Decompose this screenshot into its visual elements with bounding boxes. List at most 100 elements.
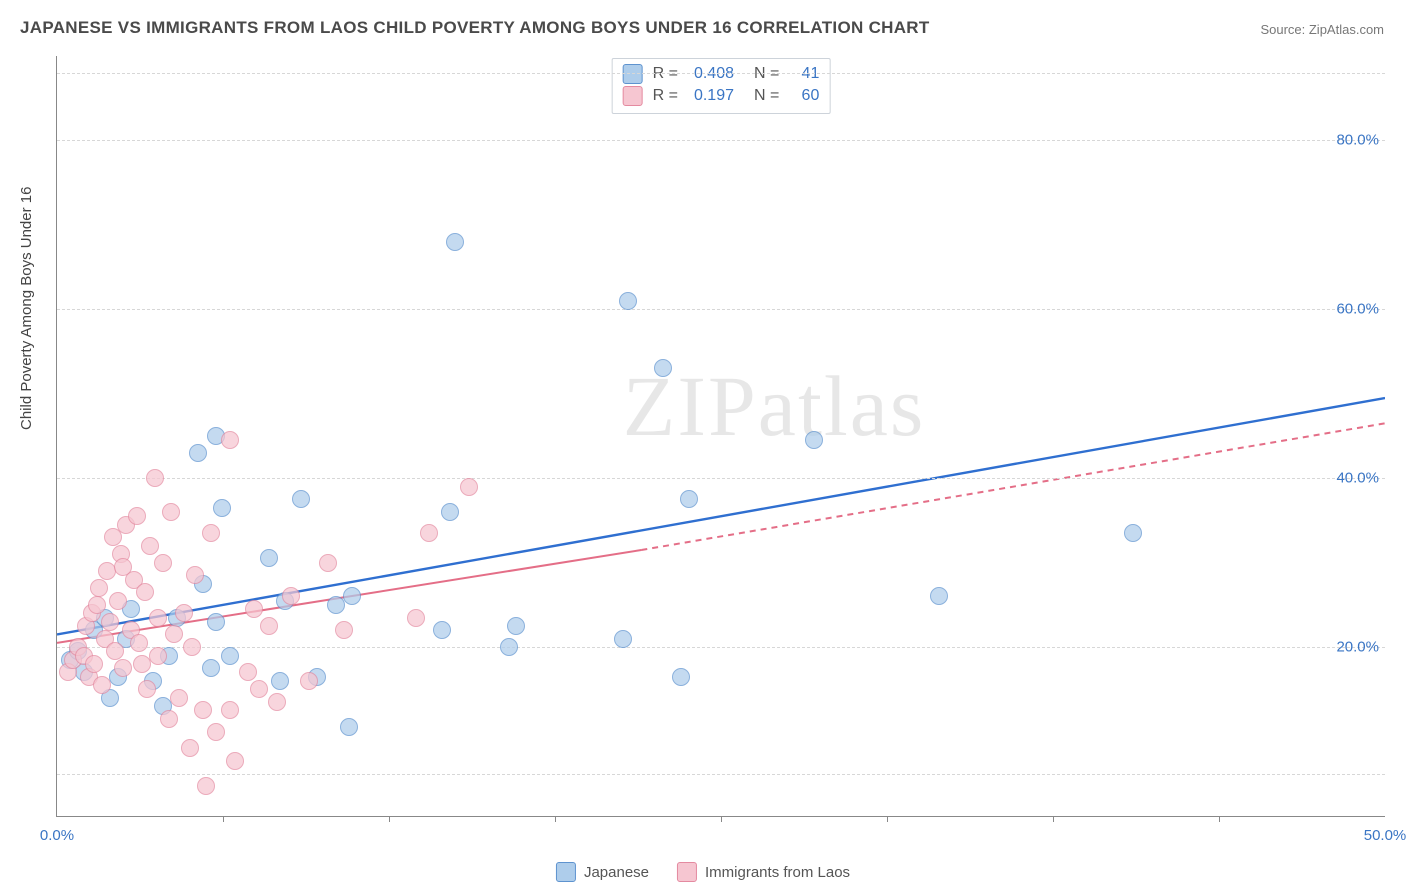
scatter-point xyxy=(226,752,244,770)
x-tick-mark xyxy=(721,816,722,822)
correlation-legend: R =0.408N =41R =0.197N =60 xyxy=(612,58,831,114)
scatter-point xyxy=(138,680,156,698)
scatter-point xyxy=(114,558,132,576)
scatter-point xyxy=(189,444,207,462)
x-tick-mark xyxy=(1219,816,1220,822)
scatter-point xyxy=(260,617,278,635)
scatter-point xyxy=(202,659,220,677)
y-tick-label: 60.0% xyxy=(1336,301,1379,318)
x-tick-mark xyxy=(555,816,556,822)
scatter-point xyxy=(335,621,353,639)
source-attribution: Source: ZipAtlas.com xyxy=(1260,22,1384,37)
scatter-point xyxy=(181,739,199,757)
scatter-point xyxy=(282,587,300,605)
scatter-point xyxy=(175,604,193,622)
legend-item: Immigrants from Laos xyxy=(677,862,850,882)
gridline xyxy=(57,774,1385,775)
scatter-point xyxy=(446,233,464,251)
scatter-point xyxy=(672,668,690,686)
scatter-point xyxy=(221,701,239,719)
scatter-point xyxy=(460,478,478,496)
scatter-point xyxy=(500,638,518,656)
legend-n-value: 41 xyxy=(785,63,819,85)
legend-swatch xyxy=(677,862,697,882)
scatter-point xyxy=(507,617,525,635)
scatter-point xyxy=(213,499,231,517)
scatter-point xyxy=(194,701,212,719)
scatter-point xyxy=(1124,524,1142,542)
scatter-point xyxy=(300,672,318,690)
scatter-point xyxy=(146,469,164,487)
scatter-point xyxy=(221,431,239,449)
scatter-point xyxy=(128,507,146,525)
scatter-point xyxy=(654,359,672,377)
legend-item: Japanese xyxy=(556,862,649,882)
scatter-point xyxy=(197,777,215,795)
scatter-point xyxy=(114,659,132,677)
scatter-point xyxy=(207,613,225,631)
scatter-point xyxy=(101,613,119,631)
trend-line xyxy=(641,423,1385,550)
scatter-point xyxy=(160,710,178,728)
legend-r-value: 0.197 xyxy=(684,85,734,107)
trend-line xyxy=(57,398,1385,634)
scatter-point xyxy=(149,647,167,665)
x-tick-mark xyxy=(1053,816,1054,822)
y-axis-label: Child Poverty Among Boys Under 16 xyxy=(18,187,35,430)
scatter-point xyxy=(319,554,337,572)
scatter-point xyxy=(106,642,124,660)
scatter-point xyxy=(109,592,127,610)
y-tick-label: 20.0% xyxy=(1336,639,1379,656)
scatter-point xyxy=(221,647,239,665)
scatter-point xyxy=(250,680,268,698)
trend-lines-layer xyxy=(57,56,1385,816)
gridline xyxy=(57,73,1385,74)
scatter-point xyxy=(93,676,111,694)
scatter-point xyxy=(183,638,201,656)
legend-swatch xyxy=(623,86,643,106)
scatter-point xyxy=(614,630,632,648)
scatter-point xyxy=(420,524,438,542)
scatter-point xyxy=(340,718,358,736)
gridline xyxy=(57,140,1385,141)
y-tick-label: 80.0% xyxy=(1336,132,1379,149)
legend-swatch xyxy=(623,64,643,84)
scatter-point xyxy=(433,621,451,639)
scatter-point xyxy=(207,723,225,741)
scatter-point xyxy=(930,587,948,605)
scatter-point xyxy=(260,549,278,567)
scatter-point xyxy=(268,693,286,711)
scatter-point xyxy=(88,596,106,614)
gridline xyxy=(57,647,1385,648)
scatter-point xyxy=(805,431,823,449)
scatter-point xyxy=(271,672,289,690)
scatter-point xyxy=(680,490,698,508)
scatter-point xyxy=(162,503,180,521)
scatter-point xyxy=(85,655,103,673)
legend-r-value: 0.408 xyxy=(684,63,734,85)
scatter-point xyxy=(239,663,257,681)
scatter-point xyxy=(407,609,425,627)
scatter-point xyxy=(141,537,159,555)
gridline xyxy=(57,309,1385,310)
y-tick-label: 40.0% xyxy=(1336,470,1379,487)
legend-row: R =0.408N =41 xyxy=(623,63,820,85)
x-tick-label: 50.0% xyxy=(1364,827,1406,844)
scatter-point xyxy=(136,583,154,601)
scatter-point xyxy=(343,587,361,605)
scatter-point xyxy=(202,524,220,542)
scatter-point xyxy=(90,579,108,597)
legend-n-value: 60 xyxy=(785,85,819,107)
scatter-point xyxy=(245,600,263,618)
scatter-point xyxy=(154,554,172,572)
chart-title: JAPANESE VS IMMIGRANTS FROM LAOS CHILD P… xyxy=(20,18,930,38)
scatter-point xyxy=(441,503,459,521)
scatter-point xyxy=(292,490,310,508)
scatter-point xyxy=(619,292,637,310)
series-legend: Japanese Immigrants from Laos xyxy=(556,862,850,882)
legend-r-label: R = xyxy=(653,63,678,85)
legend-label: Japanese xyxy=(584,864,649,881)
scatter-point xyxy=(130,634,148,652)
x-tick-mark xyxy=(223,816,224,822)
legend-row: R =0.197N =60 xyxy=(623,85,820,107)
